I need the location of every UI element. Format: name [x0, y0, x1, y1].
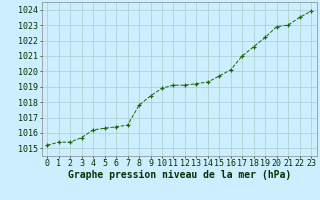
X-axis label: Graphe pression niveau de la mer (hPa): Graphe pression niveau de la mer (hPa): [68, 170, 291, 180]
